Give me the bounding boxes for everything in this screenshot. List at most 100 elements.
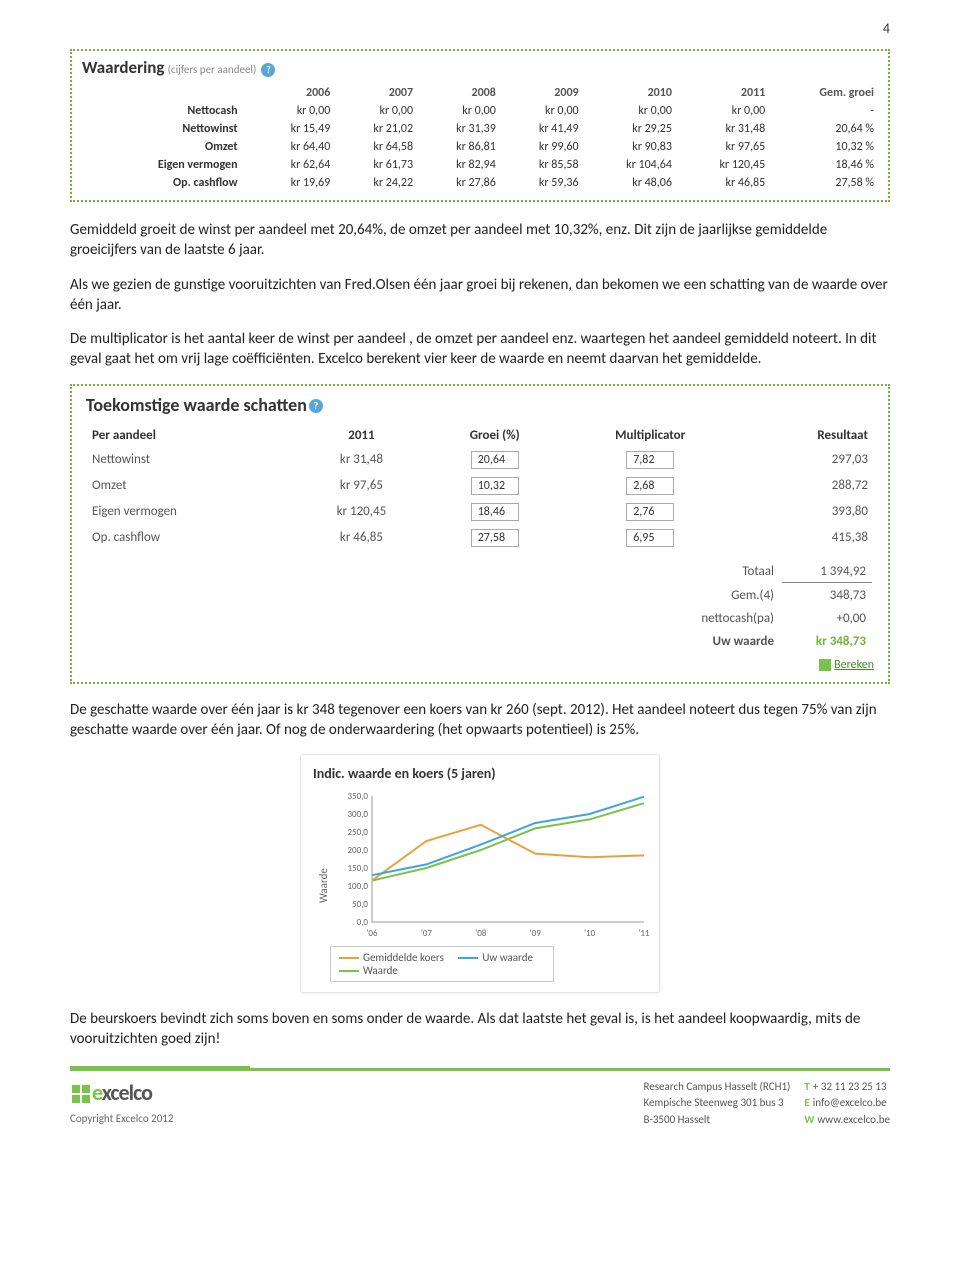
cell: 18,46 %: [769, 156, 878, 174]
cell: kr 99,60: [500, 138, 583, 156]
footer: excelco Copyright Excelco 2012 Research …: [70, 1071, 890, 1141]
col-header: Resultaat: [739, 424, 874, 447]
value-input[interactable]: 2,76: [626, 503, 674, 521]
footer-divider: [70, 1068, 890, 1071]
cell: kr 104,64: [583, 156, 676, 174]
waardering-subtitle: (cijfers per aandeel): [168, 63, 257, 76]
cell: kr 31,48: [676, 120, 769, 138]
svg-text:'10: '10: [584, 928, 596, 939]
col-header: 2008: [417, 84, 500, 102]
cell: kr 19,69: [252, 174, 335, 192]
waardering-title: Waardering: [82, 57, 165, 78]
svg-text:100,0: 100,0: [348, 881, 369, 892]
nettocash-value: +0,00: [782, 608, 872, 629]
toekomst-title: Toekomstige waarde schatten: [86, 394, 307, 416]
col-header: Multiplicator: [562, 424, 739, 447]
value-input[interactable]: 2,68: [626, 477, 674, 495]
cell: kr 46,85: [676, 174, 769, 192]
logo: excelco: [70, 1079, 173, 1106]
svg-text:350,0: 350,0: [348, 791, 369, 802]
uw-waarde-value: kr 348,73: [782, 631, 872, 652]
cell: 27,58 %: [769, 174, 878, 192]
cell: kr 48,06: [583, 174, 676, 192]
toekomst-table: Per aandeel2011Groei (%)MultiplicatorRes…: [86, 424, 874, 551]
paragraph-1: Gemiddeld groeit de winst per aandeel me…: [70, 220, 890, 261]
gem-value: 348,73: [782, 585, 872, 606]
paragraph-5: De beurskoers bevindt zich soms boven en…: [70, 1009, 890, 1050]
svg-text:250,0: 250,0: [348, 827, 369, 838]
chart-ylabel: Waarde: [313, 790, 330, 982]
cell: kr 86,81: [417, 138, 500, 156]
gem-label: Gem.(4): [589, 585, 780, 606]
cell: kr 59,36: [500, 174, 583, 192]
svg-text:'06: '06: [366, 928, 378, 939]
svg-text:'07: '07: [421, 928, 433, 939]
col-header: 2006: [252, 84, 335, 102]
svg-text:150,0: 150,0: [348, 863, 369, 874]
cell: kr 29,25: [583, 120, 676, 138]
toekomst-panel: Toekomstige waarde schatten? Per aandeel…: [70, 384, 890, 684]
cell: 20,64 %: [769, 120, 878, 138]
paragraph-2: Als we gezien de gunstige vooruitzichten…: [70, 275, 890, 316]
waardering-table: 200620072008200920102011Gem. groei Netto…: [82, 84, 878, 192]
cell: kr 61,73: [334, 156, 417, 174]
col-header: Gem. groei: [769, 84, 878, 102]
value-input[interactable]: 7,82: [626, 451, 674, 469]
svg-text:'08: '08: [475, 928, 487, 939]
cell: kr 0,00: [500, 102, 583, 120]
col-header: 2010: [583, 84, 676, 102]
cell: kr 46,85: [295, 525, 428, 551]
bereken-link[interactable]: Bereken: [834, 658, 874, 672]
nettocash-label: nettocash(pa): [589, 608, 780, 629]
cell: kr 120,45: [676, 156, 769, 174]
cell: kr 41,49: [500, 120, 583, 138]
cell: -: [769, 102, 878, 120]
cell: kr 24,22: [334, 174, 417, 192]
help-icon[interactable]: ?: [261, 63, 275, 77]
cell: kr 0,00: [252, 102, 335, 120]
cell: kr 21,02: [334, 120, 417, 138]
waardering-panel: Waardering (cijfers per aandeel) ? 20062…: [70, 49, 890, 202]
cell: 297,03: [739, 447, 874, 473]
cell: kr 64,40: [252, 138, 335, 156]
cell: kr 120,45: [295, 499, 428, 525]
cell: 393,80: [739, 499, 874, 525]
page-number: 4: [70, 20, 890, 37]
svg-text:0,0: 0,0: [357, 917, 369, 928]
col-header: 2007: [334, 84, 417, 102]
value-input[interactable]: 27,58: [471, 529, 519, 547]
logo-icon: [70, 1083, 92, 1105]
cell: Nettowinst: [86, 447, 295, 473]
svg-text:300,0: 300,0: [348, 809, 369, 820]
col-header: Groei (%): [428, 424, 562, 447]
cell: kr 31,48: [295, 447, 428, 473]
help-icon[interactable]: ?: [309, 399, 323, 413]
value-input[interactable]: 6,95: [626, 529, 674, 547]
cell: Omzet: [86, 473, 295, 499]
row-label: Nettocash: [82, 102, 252, 120]
copyright: Copyright Excelco 2012: [70, 1112, 173, 1125]
cell: 288,72: [739, 473, 874, 499]
cell: kr 97,65: [676, 138, 769, 156]
chart-card: Indic. waarde en koers (5 jaren) Waarde …: [300, 754, 660, 993]
cell: kr 64,58: [334, 138, 417, 156]
chart-legend: Gemiddelde koers Uw waarde Waarde: [330, 946, 554, 982]
row-label: Op. cashflow: [82, 174, 252, 192]
cell: kr 27,86: [417, 174, 500, 192]
cell: kr 0,00: [583, 102, 676, 120]
chart-title: Indic. waarde en koers (5 jaren): [313, 765, 647, 782]
chart-svg: 350,0300,0250,0200,0150,0100,050,00,0'06…: [330, 790, 650, 940]
cell: kr 15,49: [252, 120, 335, 138]
cell: Op. cashflow: [86, 525, 295, 551]
calculator-icon: [819, 659, 831, 671]
cell: kr 90,83: [583, 138, 676, 156]
col-header: Per aandeel: [86, 424, 295, 447]
footer-contact: Research Campus Hasselt (RCH1) Kempische…: [644, 1079, 891, 1129]
total-label: Totaal: [589, 561, 780, 583]
value-input[interactable]: 20,64: [471, 451, 519, 469]
cell: Eigen vermogen: [86, 499, 295, 525]
value-input[interactable]: 18,46: [471, 503, 519, 521]
svg-text:200,0: 200,0: [348, 845, 369, 856]
cell: 415,38: [739, 525, 874, 551]
value-input[interactable]: 10,32: [471, 477, 519, 495]
